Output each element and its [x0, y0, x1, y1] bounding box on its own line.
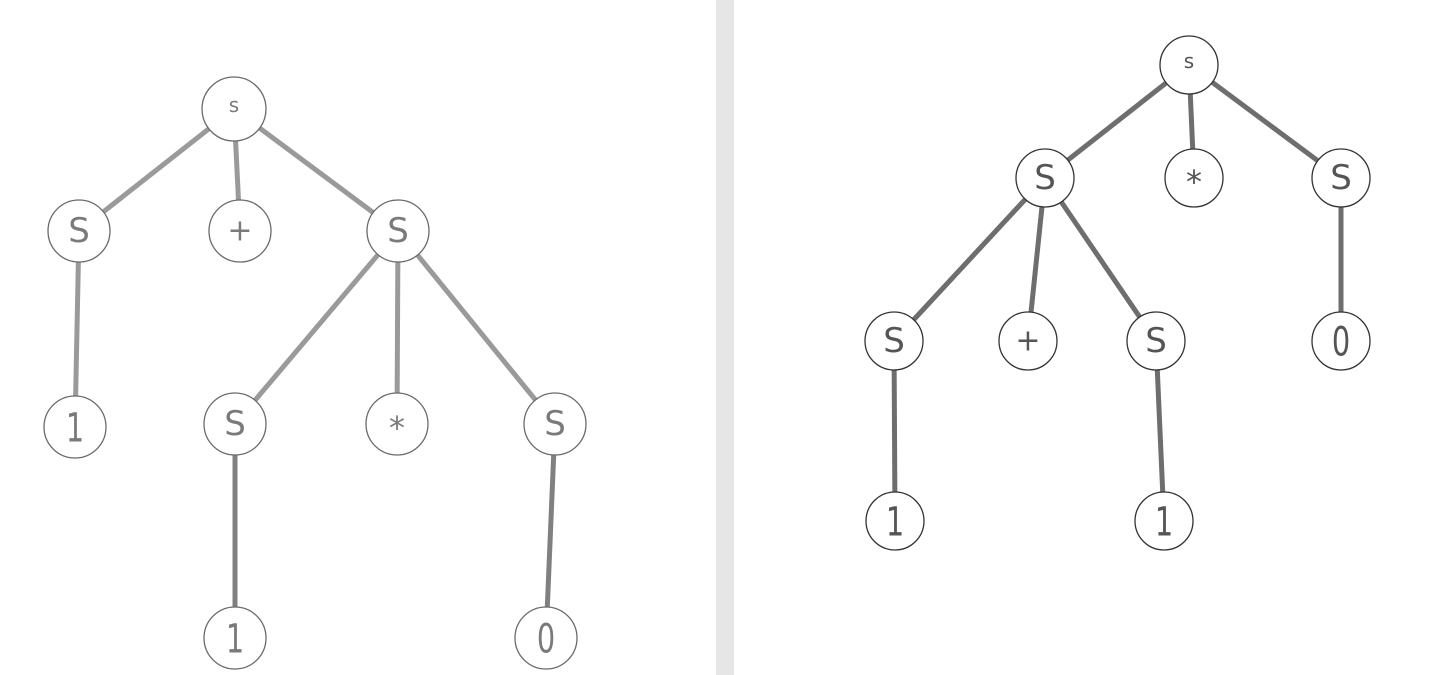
tree-node-s1: S — [47, 199, 111, 263]
node-circle — [1126, 311, 1186, 371]
tree-node-s4: S — [1126, 311, 1186, 371]
tree-edge-root-s2 — [1186, 62, 1344, 181]
node-label: S — [1034, 158, 1056, 198]
left-parse-tree-panel: s S + S 1 S * S 1 0 — [0, 0, 716, 675]
tree-node-one1: 1 — [43, 395, 107, 459]
node-circle — [1134, 491, 1194, 551]
tree-edge-s1-s3 — [891, 175, 1048, 344]
node-label: + — [227, 214, 252, 249]
tree-node-root: s — [201, 76, 267, 142]
tree-node-plus: + — [208, 199, 272, 263]
tree-edge-s4-one2 — [1153, 338, 1167, 524]
node-circle — [201, 76, 267, 142]
node-label: S — [544, 404, 566, 444]
right-parse-tree: s S * S S + S 0 1 1 — [864, 35, 1371, 551]
tree-node-zero: 0 — [1311, 311, 1371, 371]
node-label: 1 — [1155, 500, 1173, 546]
tree-node-s3: S — [203, 392, 267, 456]
tree-edge-s2-star — [394, 228, 401, 427]
tree-node-zero: 0 — [514, 606, 578, 670]
tree-edge-s4-zero — [543, 421, 558, 641]
node-label: S — [1145, 321, 1167, 361]
node-label: 0 — [537, 617, 555, 663]
tree-node-one1: 1 — [865, 491, 925, 551]
node-circle — [1015, 148, 1075, 208]
node-circle — [43, 395, 107, 459]
tree-edge-s3-one1 — [891, 338, 898, 524]
node-label: S — [883, 321, 905, 361]
node-label: S — [387, 211, 409, 251]
node-circle — [366, 199, 430, 263]
tree-node-s2: S — [1311, 148, 1371, 208]
right-parse-tree-panel: s S * S S + S 0 1 1 — [734, 0, 1443, 675]
node-circle — [523, 392, 587, 456]
tree-node-plus: + — [998, 311, 1058, 371]
node-circle — [208, 199, 272, 263]
tree-node-star: * — [365, 392, 429, 456]
node-circle — [998, 311, 1058, 371]
node-label: s — [1184, 49, 1194, 73]
tree-edge-s1-one1 — [72, 228, 82, 430]
node-label: 1 — [66, 406, 84, 452]
node-circle — [514, 606, 578, 670]
node-circle — [865, 491, 925, 551]
tree-edge-root-s1 — [76, 106, 237, 234]
node-label: S — [224, 404, 246, 444]
node-label: S — [1330, 158, 1352, 198]
node-label: * — [389, 409, 405, 447]
node-circle — [365, 392, 429, 456]
tree-edge-s2-s3 — [232, 228, 401, 427]
tree-node-one2: 1 — [1134, 491, 1194, 551]
node-label: S — [68, 211, 90, 251]
tree-node-one2: 1 — [203, 606, 267, 670]
node-circle — [1311, 311, 1371, 371]
tree-node-root: s — [1159, 35, 1219, 95]
tree-node-star: * — [1164, 148, 1224, 208]
tree-node-s1: S — [1015, 148, 1075, 208]
node-circle — [203, 392, 267, 456]
panel-divider[interactable] — [716, 0, 734, 675]
left-parse-tree: s S + S 1 S * S 1 0 — [43, 76, 587, 670]
node-circle — [47, 199, 111, 263]
left-tree-edges — [72, 106, 558, 641]
tree-edge-s2-s4 — [395, 228, 558, 427]
tree-node-s4: S — [523, 392, 587, 456]
tree-node-s2: S — [366, 199, 430, 263]
node-label: * — [1186, 163, 1202, 201]
node-circle — [864, 311, 924, 371]
right-tree-edges — [891, 62, 1344, 524]
tree-edge-root-s1 — [1042, 62, 1192, 181]
node-label: 0 — [1332, 320, 1350, 366]
right-tree-nodes: s S * S S + S 0 1 1 — [864, 35, 1371, 551]
tree-edge-s1-s4 — [1042, 175, 1159, 344]
tree-node-s3: S — [864, 311, 924, 371]
node-circle — [1159, 35, 1219, 95]
node-label: + — [1015, 324, 1040, 359]
left-tree-nodes: s S + S 1 S * S 1 0 — [43, 76, 587, 670]
node-label: 1 — [886, 500, 904, 546]
node-circle — [203, 606, 267, 670]
node-label: 1 — [226, 617, 244, 663]
tree-edge-root-s2 — [231, 106, 401, 234]
node-circle — [1311, 148, 1371, 208]
node-circle — [1164, 148, 1224, 208]
node-label: s — [229, 93, 239, 117]
